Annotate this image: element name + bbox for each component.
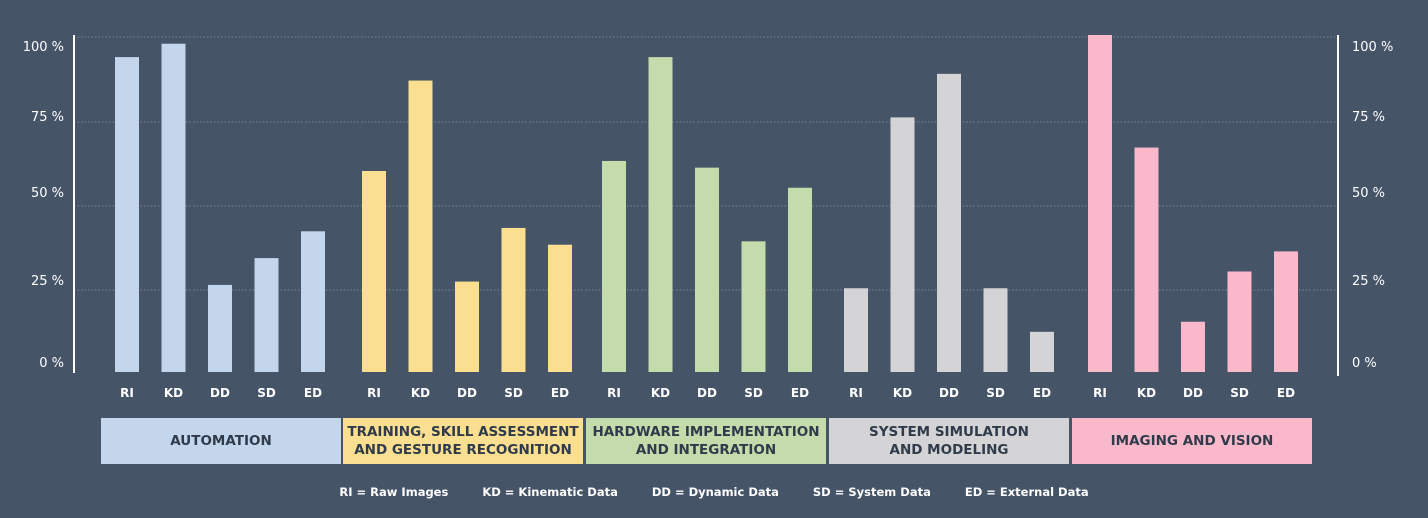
y-tick-label-left: 75 % — [31, 110, 64, 125]
y-tick-label-left: 50 % — [31, 186, 64, 201]
y-tick-label-left: 0 % — [39, 356, 64, 371]
bar — [301, 231, 325, 372]
category-label: DD — [1183, 386, 1203, 400]
bar — [648, 57, 673, 372]
category-label: RI — [1093, 386, 1107, 400]
category-label: SD — [257, 386, 276, 400]
category-label: DD — [457, 386, 477, 400]
bar — [788, 187, 812, 372]
group-label-text: TRAINING, SKILL ASSESSMENT AND GESTURE RE… — [347, 423, 578, 459]
bar — [1088, 35, 1112, 372]
legend-item: RI = Raw Images — [339, 485, 449, 499]
group-label-box: AUTOMATION — [101, 418, 341, 464]
category-label: ED — [791, 386, 809, 400]
category-label: RI — [607, 386, 621, 400]
category-label: ED — [551, 386, 569, 400]
category-label: DD — [210, 386, 230, 400]
group-label-text: HARDWARE IMPLEMENTATION AND INTEGRATION — [592, 423, 819, 459]
category-label: ED — [1277, 386, 1295, 400]
bar — [115, 57, 139, 372]
bar — [602, 160, 626, 372]
group-label-line: AUTOMATION — [170, 432, 272, 449]
category-label: KD — [893, 386, 912, 400]
legend-item: KD = Kinematic Data — [482, 485, 618, 499]
bar — [501, 227, 526, 372]
bars — [115, 35, 1298, 373]
y-tick-label-left: 25 % — [31, 274, 64, 289]
group-label-box: SYSTEM SIMULATION AND MODELING — [829, 418, 1069, 464]
bar — [844, 288, 868, 372]
group-label-line: SYSTEM SIMULATION — [869, 423, 1029, 440]
bar — [548, 244, 572, 372]
bar — [937, 73, 961, 372]
category-label: KD — [1137, 386, 1156, 400]
legend-item: DD = Dynamic Data — [651, 485, 779, 499]
bar — [408, 80, 433, 373]
grid-lines — [74, 36, 1338, 291]
bar — [741, 241, 766, 372]
category-label: DD — [697, 386, 717, 400]
category-label: RI — [367, 386, 381, 400]
y-tick-label-right: 100 % — [1352, 40, 1393, 55]
group-label-text: AUTOMATION — [170, 432, 272, 450]
group-label-line: AND INTEGRATION — [635, 442, 777, 458]
y-tick-label-right: 0 % — [1352, 356, 1377, 371]
legend-item: SD = System Data — [812, 485, 931, 499]
bar — [362, 171, 386, 372]
category-label: SD — [744, 386, 763, 400]
legend-item: ED = External Data — [964, 485, 1089, 499]
group-label-box: TRAINING, SKILL ASSESSMENT AND GESTURE RE… — [343, 418, 583, 464]
bar-chart: 0 % 0 % 25 % 25 % 50 % 50 % 75 % 75 % 100 % 100 %… — [23, 35, 1394, 400]
category-label: KD — [411, 386, 430, 400]
category-label: SD — [504, 386, 523, 400]
category-label: DD — [939, 386, 959, 400]
group-label-line: AND GESTURE RECOGNITION — [354, 442, 572, 458]
category-label: RI — [849, 386, 863, 400]
bar — [161, 43, 186, 372]
bar — [695, 167, 719, 372]
category-label: SD — [1230, 386, 1249, 400]
group-label-box: IMAGING AND VISION — [1072, 418, 1312, 464]
bar — [1274, 251, 1298, 372]
y-tick-label-right: 50 % — [1352, 186, 1385, 201]
bar — [208, 284, 232, 372]
group-label-line: HARDWARE IMPLEMENTATION — [592, 423, 820, 440]
group-label-line: TRAINING, SKILL ASSESSMENT — [347, 423, 579, 440]
group-label-text: IMAGING AND VISION — [1111, 432, 1274, 450]
category-label: ED — [1033, 386, 1051, 400]
group-label-box: HARDWARE IMPLEMENTATION AND INTEGRATION — [586, 418, 826, 464]
category-label: ED — [304, 386, 322, 400]
y-tick-label-right: 75 % — [1352, 110, 1385, 125]
category-labels: RI KD DD SD ED RI KD DD SD ED RI KD DD SD ED RI KD DD SD ED… — [120, 386, 1295, 400]
legend: RI = Raw Images KD = Kinematic Data DD = D… — [0, 485, 1428, 499]
category-label: SD — [986, 386, 1005, 400]
category-label: KD — [164, 386, 183, 400]
axes — [73, 35, 1339, 376]
group-label-line: AND MODELING — [889, 442, 1009, 458]
bar — [1227, 271, 1252, 372]
y-tick-label-right: 25 % — [1352, 274, 1385, 289]
bar — [1181, 321, 1205, 372]
bar — [890, 117, 915, 373]
category-label: KD — [651, 386, 670, 400]
bar — [983, 288, 1008, 372]
bar — [1134, 147, 1159, 372]
group-label-line: IMAGING AND VISION — [1110, 432, 1274, 449]
y-tick-label-left: 100 % — [23, 40, 64, 55]
y-tick-labels: 0 % 0 % 25 % 25 % 50 % 50 % 75 % 75 % 100 % 100 % — [23, 40, 1394, 371]
category-label: RI — [120, 386, 134, 400]
group-label-text: SYSTEM SIMULATION AND MODELING — [869, 423, 1029, 459]
bar — [1030, 331, 1054, 372]
bar — [254, 258, 279, 372]
bar — [455, 281, 479, 372]
